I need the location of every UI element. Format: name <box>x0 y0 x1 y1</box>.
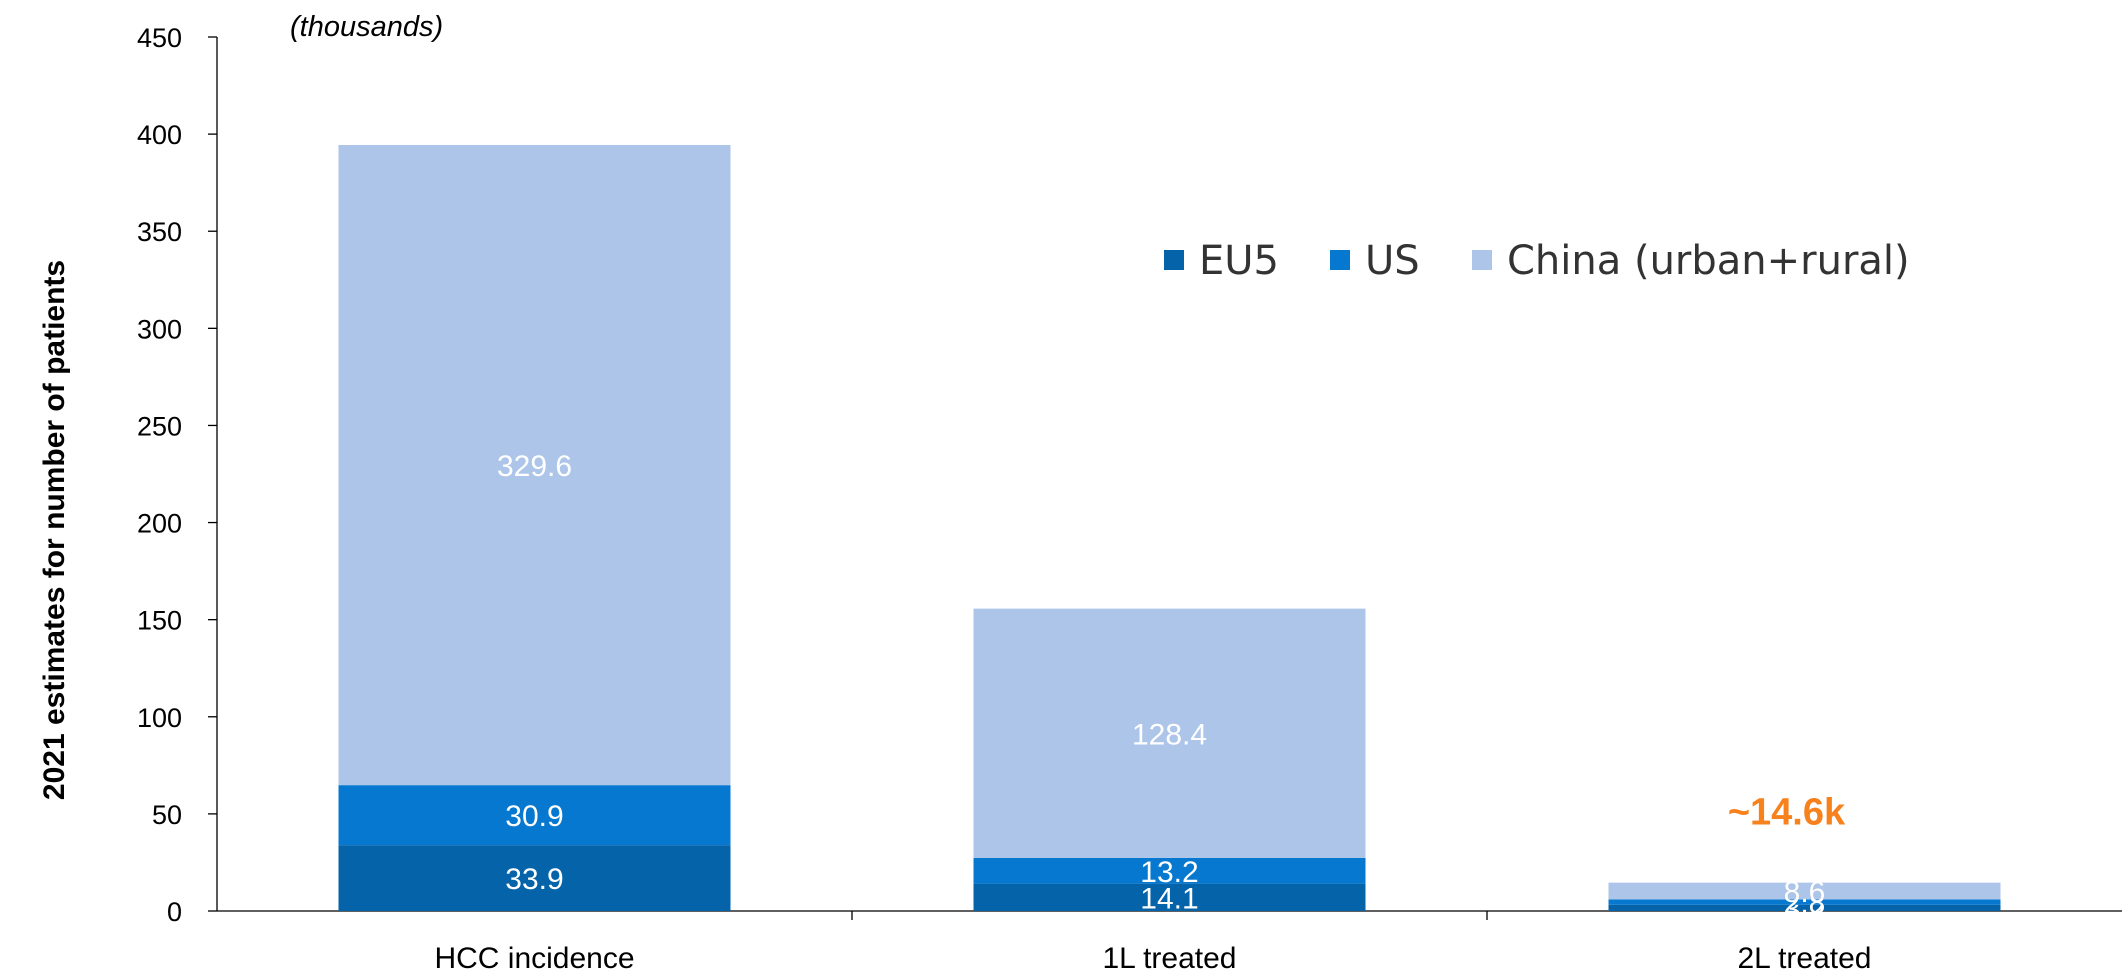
legend: EU5 US China (urban+rural) <box>1164 238 1910 284</box>
data-label: 30.9 <box>505 800 563 833</box>
y-tick-label: 100 <box>137 703 182 733</box>
x-category-label: 1L treated <box>1103 942 1237 974</box>
bar-segment <box>973 883 1366 911</box>
y-axis-label: 2021 estimates for number of patients <box>38 260 71 800</box>
x-category-label: 2L treated <box>1738 942 1872 974</box>
axes: 0 50 100 150 200 250 300 350 400 450 HCC incidence… <box>137 23 2122 974</box>
y-tick-label: 300 <box>137 314 182 344</box>
bar-segment <box>1608 882 2001 900</box>
units-note: (thousands) <box>290 11 443 43</box>
y-tick-label: 200 <box>137 509 182 539</box>
y-tick-label: 250 <box>137 411 182 441</box>
data-label: 33.9 <box>505 863 563 896</box>
bar-segment <box>338 785 731 846</box>
data-label: 128.4 <box>1132 718 1207 751</box>
y-tick-label: 350 <box>137 217 182 247</box>
bar-segment <box>1608 899 2001 905</box>
y-tick-label: 150 <box>137 606 182 636</box>
data-label: 13.2 <box>1140 856 1198 889</box>
bar-segment <box>338 144 731 786</box>
total-callout: ~14.6k <box>1728 792 1846 834</box>
legend-label: EU5 <box>1199 238 1279 284</box>
legend-label: China (urban+rural) <box>1507 238 1910 284</box>
y-tick-label: 50 <box>152 800 182 830</box>
data-label: 329.6 <box>497 450 572 483</box>
data-label: 14.1 <box>1140 882 1198 915</box>
x-category-label: HCC incidence <box>434 942 634 974</box>
y-tick-label: 400 <box>137 120 182 150</box>
bar-segment <box>1608 904 2001 911</box>
legend-swatch <box>1164 250 1184 270</box>
bar-segment <box>973 608 1366 858</box>
bar-segment <box>338 845 731 911</box>
data-label: 8.6 <box>1784 876 1826 909</box>
y-tick-label: 450 <box>137 23 182 53</box>
y-tick-label: 0 <box>167 897 182 927</box>
legend-swatch <box>1330 250 1350 270</box>
bar-segment <box>973 857 1366 884</box>
legend-label: US <box>1365 238 1420 284</box>
legend-swatch <box>1472 250 1492 270</box>
